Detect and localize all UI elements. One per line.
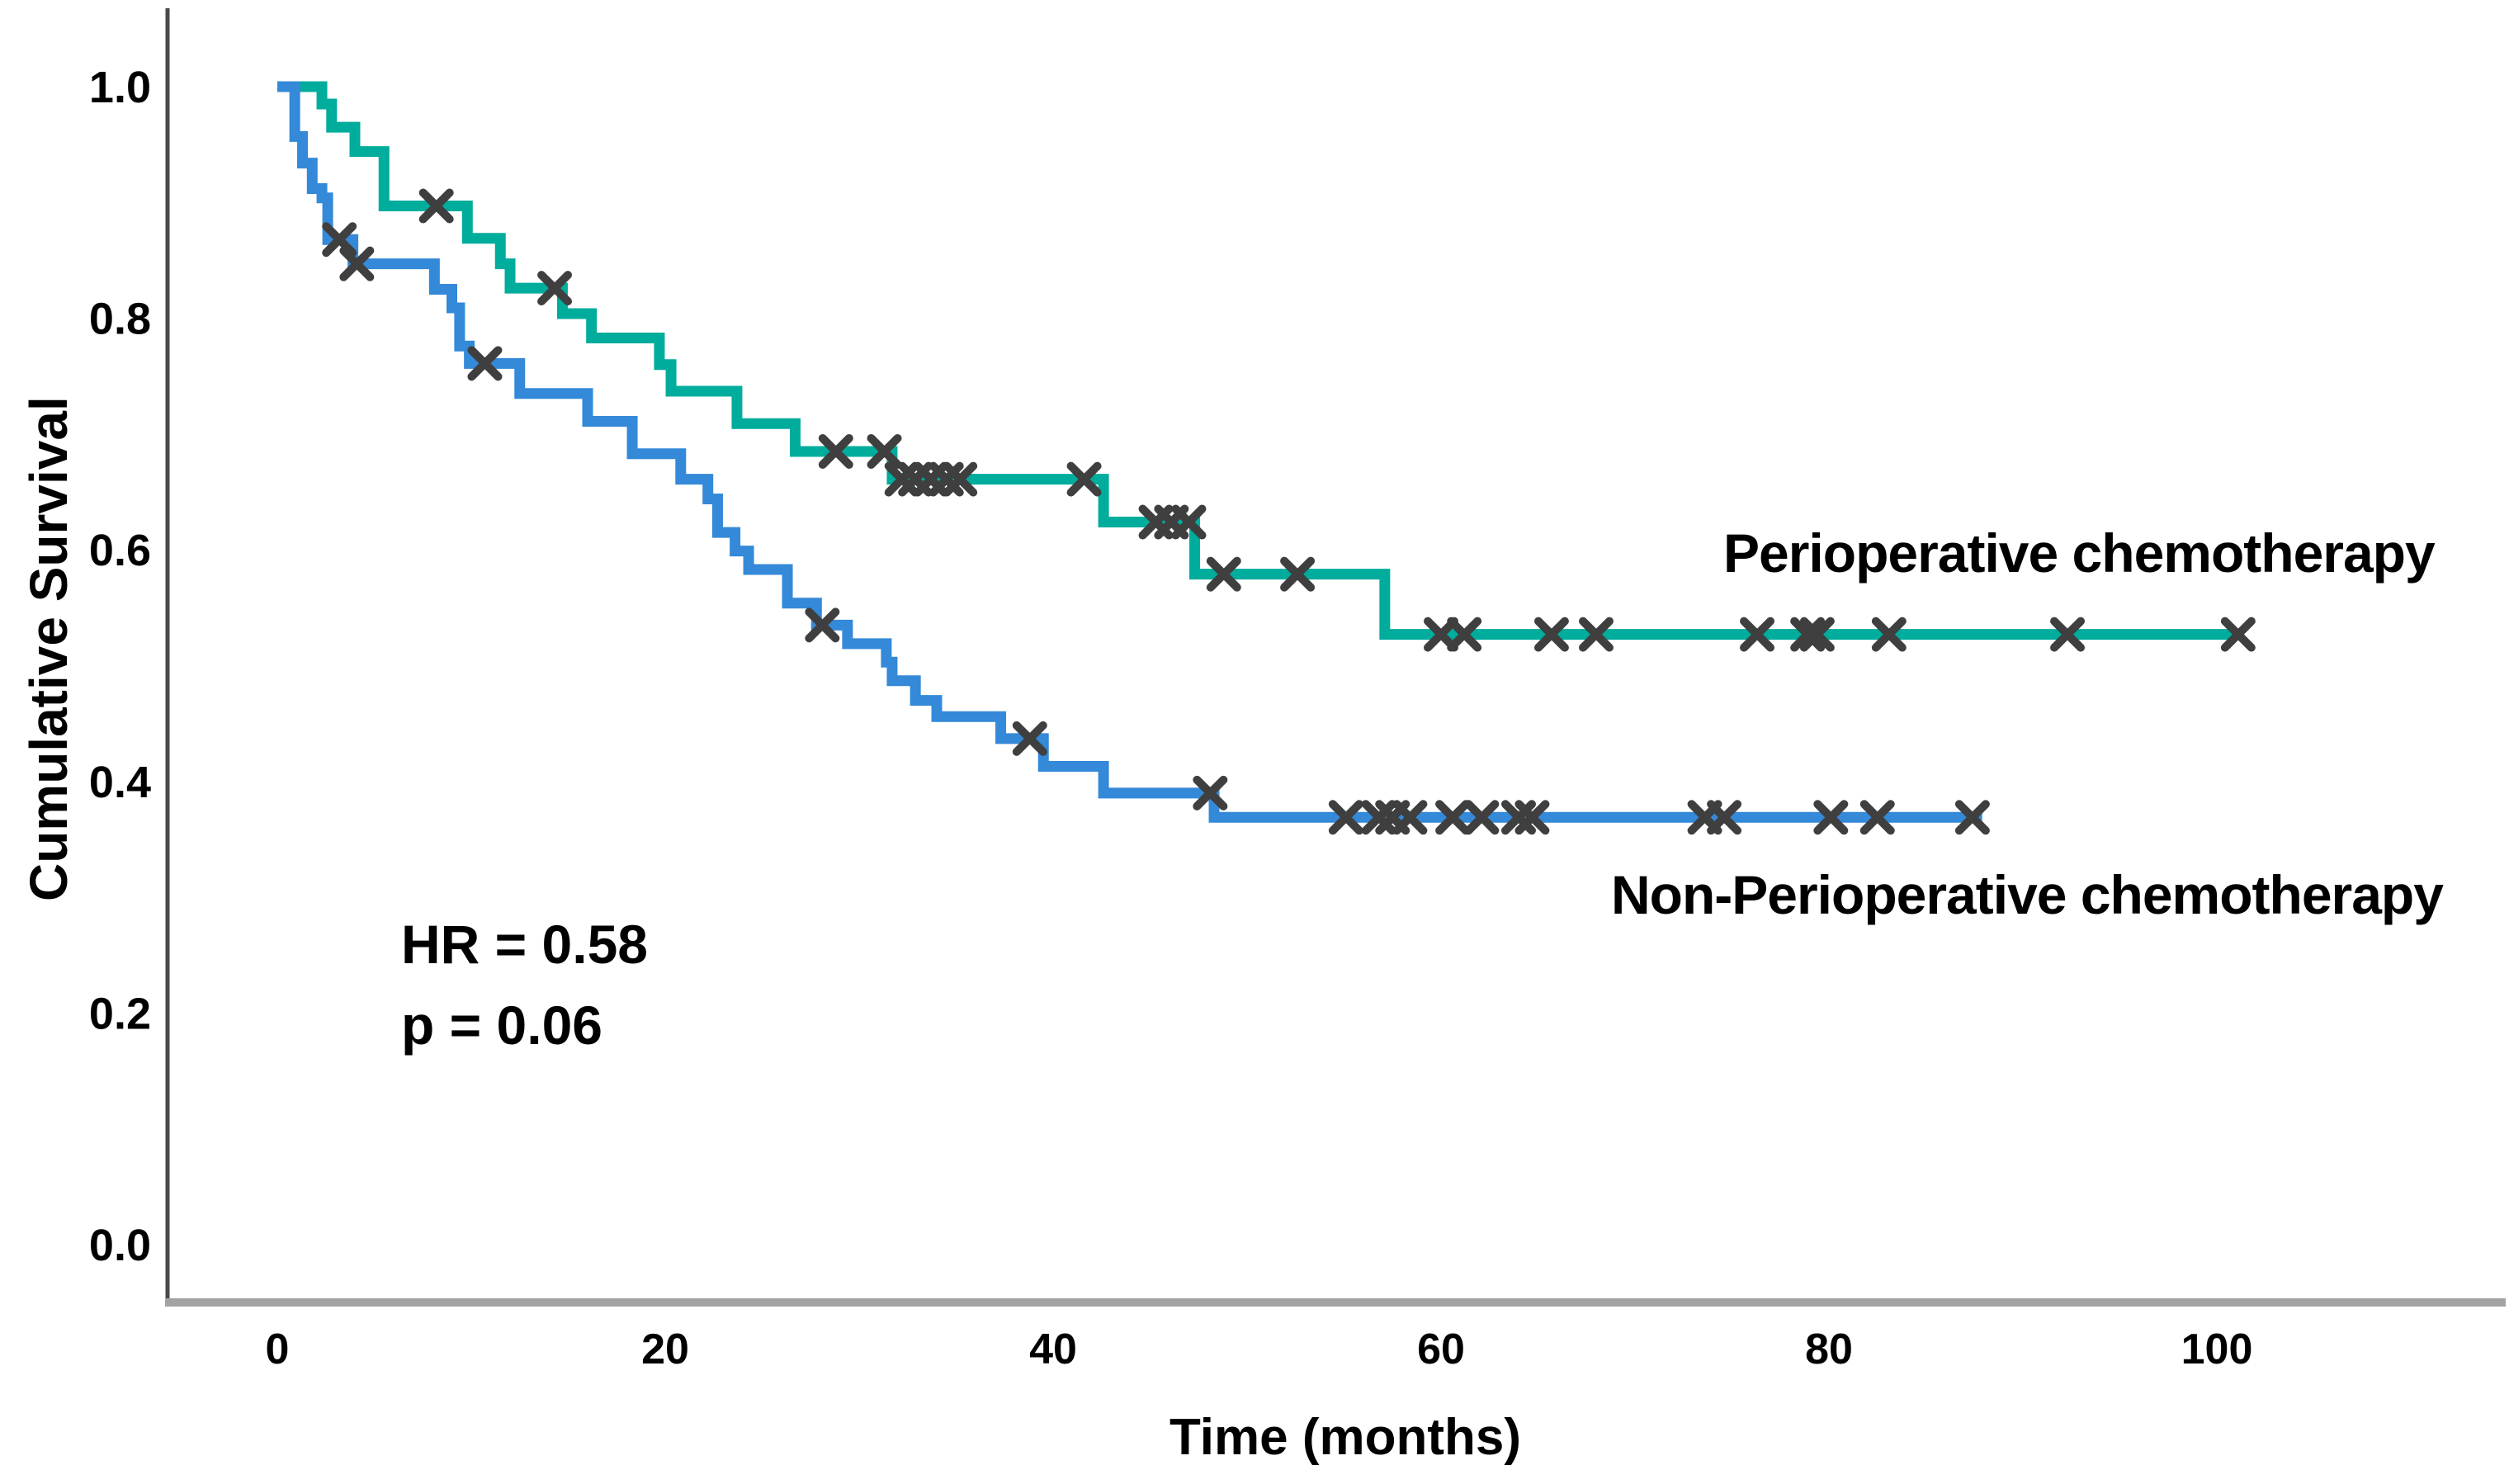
censor-mark-perioperative-chemotherapy xyxy=(867,433,902,469)
censor-mark-perioperative-chemotherapy xyxy=(2050,617,2086,652)
censor-mark-perioperative-chemotherapy xyxy=(1579,617,1614,652)
series-label-non-perioperative: Non-Perioperative chemotherapy xyxy=(1611,864,2444,925)
censor-mark-perioperative-chemotherapy xyxy=(1447,617,1482,652)
censor-mark-perioperative-chemotherapy xyxy=(1171,504,1207,540)
x-axis-title: Time (months) xyxy=(1169,1409,1521,1466)
series-label-perioperative: Perioperative chemotherapy xyxy=(1723,522,2436,584)
censor-mark-perioperative-chemotherapy xyxy=(1280,556,1316,592)
y-tick-label-0.4: 0.4 xyxy=(89,758,151,807)
y-tick-label-1.0: 1.0 xyxy=(89,63,151,112)
censor-mark-non-perioperative-chemotherapy xyxy=(1954,800,1990,835)
censor-mark-perioperative-chemotherapy xyxy=(943,461,978,497)
x-tick-label-80: 80 xyxy=(1805,1326,1853,1373)
x-tick-label-60: 60 xyxy=(1417,1326,1465,1373)
y-tick-label-0.2: 0.2 xyxy=(89,989,151,1038)
y-axis-title: Cumulative Survival xyxy=(19,396,78,901)
y-tick-label-0.8: 0.8 xyxy=(89,295,151,344)
censor-mark-non-perioperative-chemotherapy xyxy=(1464,800,1500,835)
censor-mark-perioperative-chemotherapy xyxy=(1066,461,1102,497)
p-value-text: p = 0.06 xyxy=(401,994,602,1056)
censor-mark-non-perioperative-chemotherapy xyxy=(1435,800,1471,835)
censor-mark-non-perioperative-chemotherapy xyxy=(1392,800,1428,835)
censor-mark-perioperative-chemotherapy xyxy=(1871,617,1907,652)
censor-mark-non-perioperative-chemotherapy xyxy=(1514,800,1550,835)
censor-mark-perioperative-chemotherapy xyxy=(1799,617,1835,652)
hr-text: HR = 0.58 xyxy=(401,914,648,975)
censor-mark-perioperative-chemotherapy xyxy=(2220,617,2256,652)
censor-mark-non-perioperative-chemotherapy xyxy=(339,246,375,281)
x-tick-label-20: 20 xyxy=(641,1326,689,1373)
censor-mark-non-perioperative-chemotherapy xyxy=(805,607,840,643)
x-tick-label-0: 0 xyxy=(266,1326,290,1373)
censor-mark-perioperative-chemotherapy xyxy=(537,271,573,306)
censor-mark-perioperative-chemotherapy xyxy=(818,433,853,469)
y-tick-label-0.0: 0.0 xyxy=(89,1221,151,1270)
censor-mark-non-perioperative-chemotherapy xyxy=(1707,800,1742,835)
censor-mark-non-perioperative-chemotherapy xyxy=(1328,800,1363,835)
censor-mark-non-perioperative-chemotherapy xyxy=(1859,800,1895,835)
x-tick-label-100: 100 xyxy=(2181,1326,2253,1373)
censor-mark-non-perioperative-chemotherapy xyxy=(1813,800,1849,835)
series-line-non-perioperative-chemotherapy xyxy=(277,81,1982,823)
stats-annotation: HR = 0.58 p = 0.06 xyxy=(401,905,648,1066)
censor-mark-perioperative-chemotherapy xyxy=(1533,617,1569,652)
censor-mark-non-perioperative-chemotherapy xyxy=(322,222,357,258)
censor-mark-perioperative-chemotherapy xyxy=(1790,617,1826,652)
censor-mark-non-perioperative-chemotherapy xyxy=(1012,721,1047,756)
x-tick-label-40: 40 xyxy=(1029,1326,1077,1373)
censor-mark-perioperative-chemotherapy xyxy=(418,188,454,224)
censor-mark-non-perioperative-chemotherapy xyxy=(1193,775,1228,811)
censor-mark-non-perioperative-chemotherapy xyxy=(467,346,503,381)
censor-mark-perioperative-chemotherapy xyxy=(1206,556,1241,592)
series-line-perioperative-chemotherapy xyxy=(277,81,2241,640)
censor-mark-perioperative-chemotherapy xyxy=(1740,617,1775,652)
y-tick-label-0.6: 0.6 xyxy=(89,526,151,575)
